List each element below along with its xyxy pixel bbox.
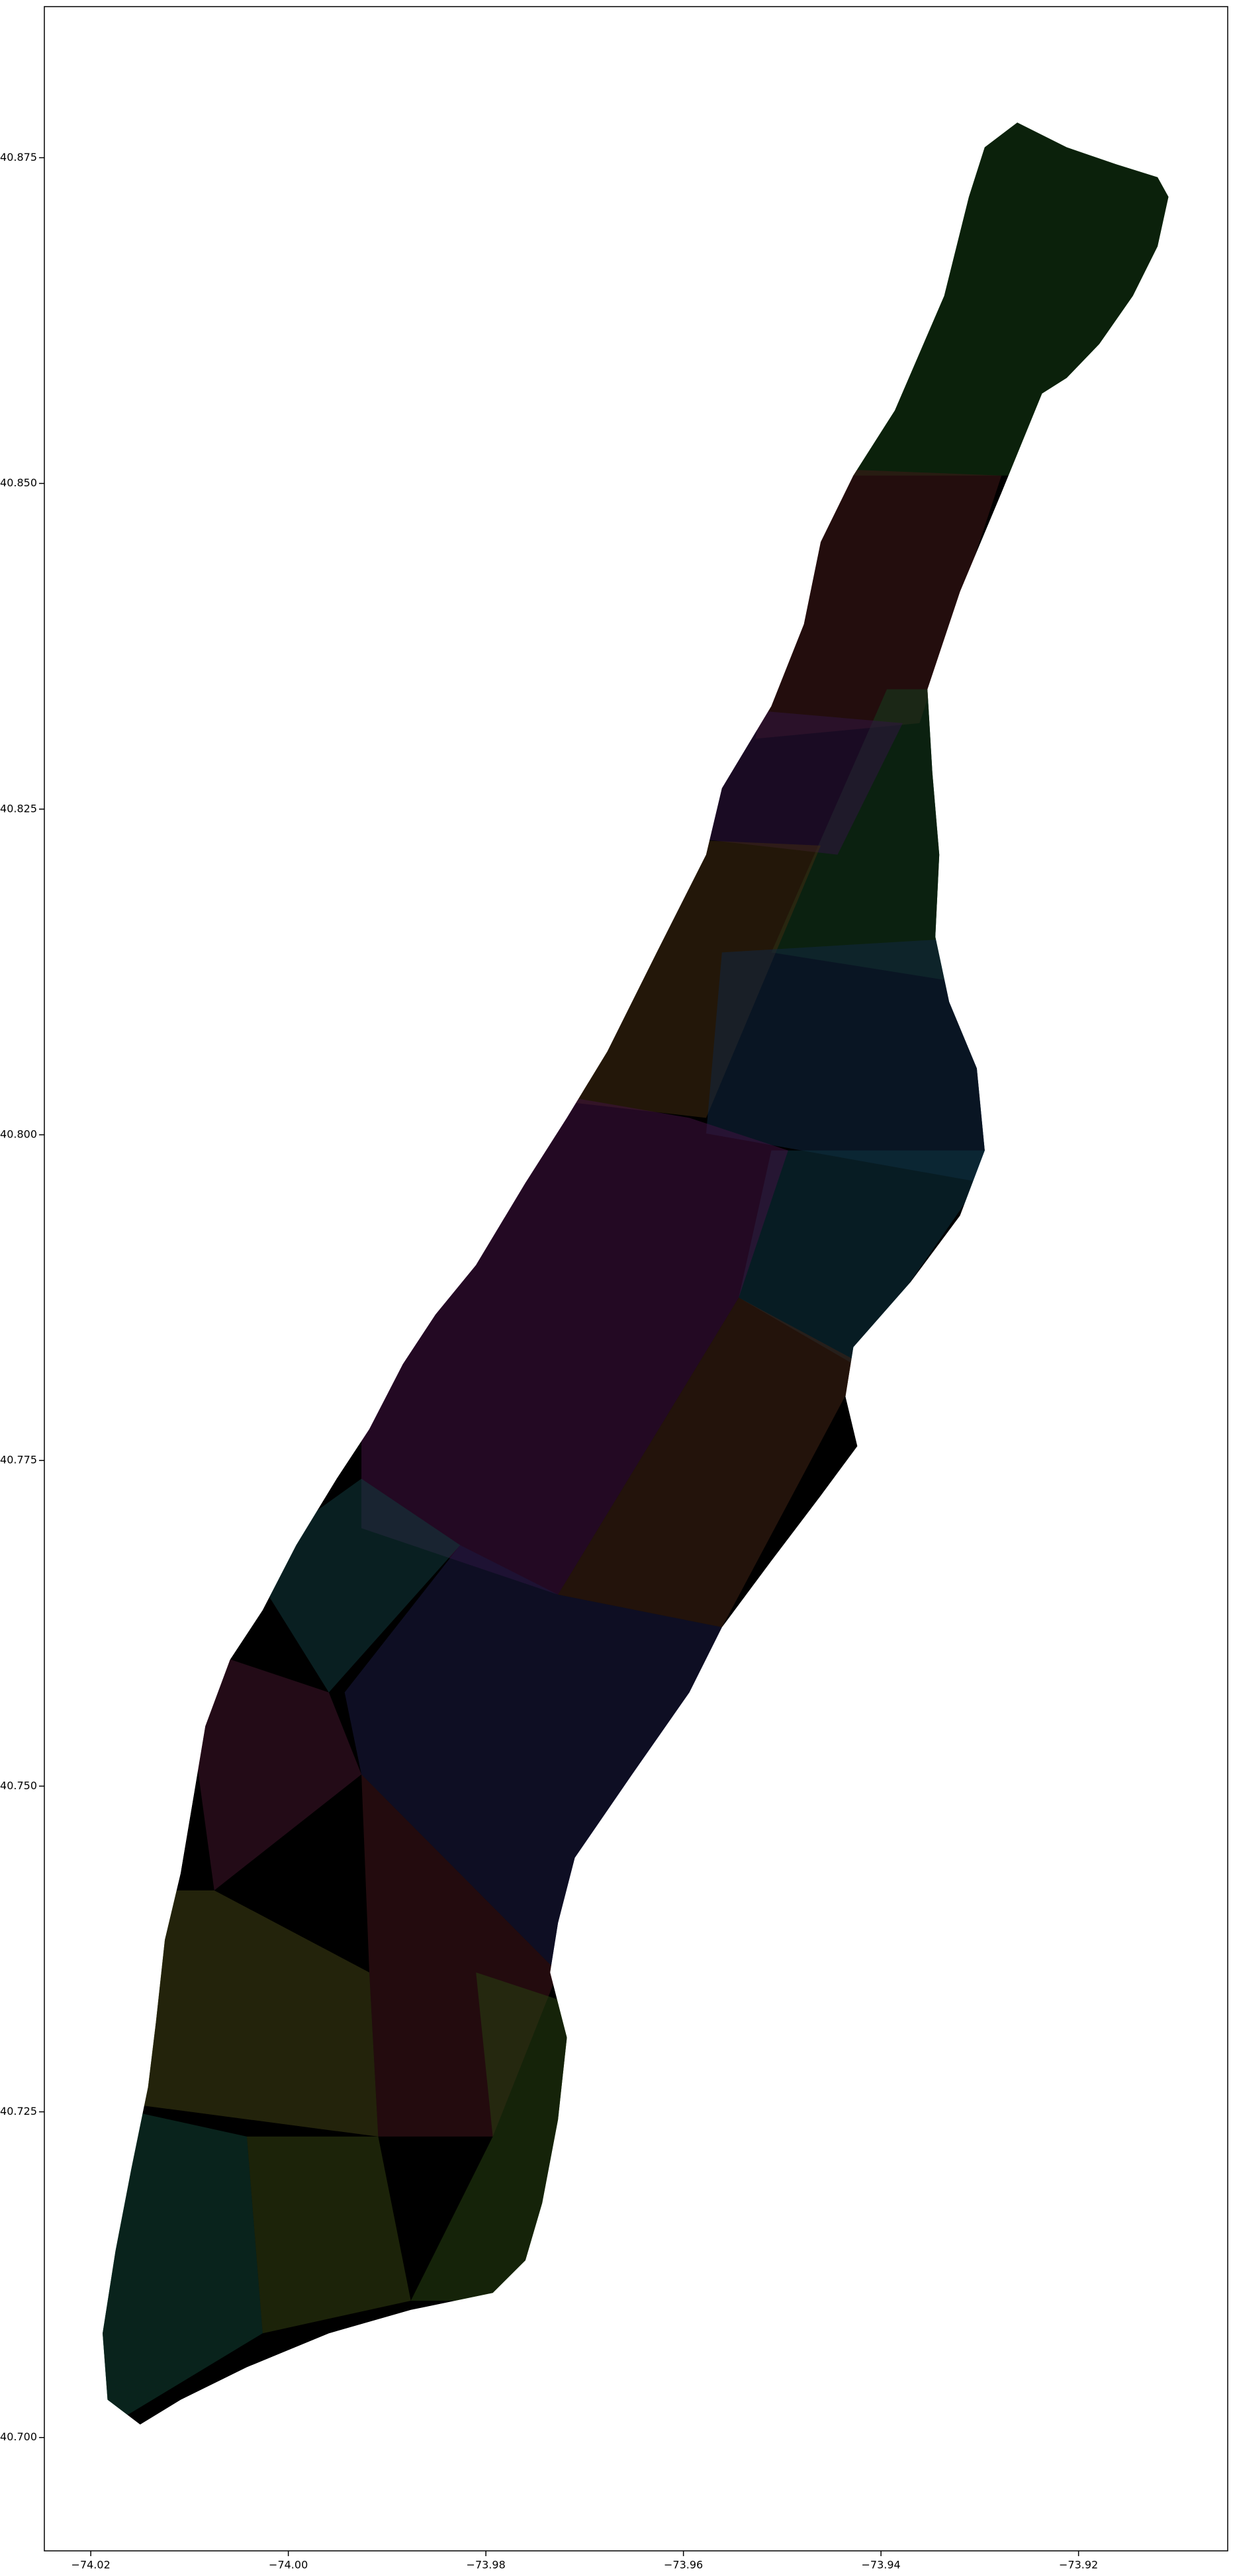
x-tick-label: −73.94 [862, 2559, 901, 2571]
y-tick-label: 40.725 [0, 2105, 37, 2117]
x-tick-label: −73.98 [467, 2559, 506, 2571]
x-tick-label: −73.96 [664, 2559, 703, 2571]
y-tick-label: 40.700 [0, 2430, 37, 2443]
y-tick-label: 40.775 [0, 1454, 37, 1466]
y-tick-label: 40.750 [0, 1779, 37, 1792]
x-tick-label: −74.02 [71, 2559, 111, 2571]
y-tick-label: 40.850 [0, 476, 37, 489]
axes-frame [44, 6, 1228, 2552]
y-tick-label: 40.800 [0, 1128, 37, 1140]
y-tick-label: 40.825 [0, 802, 37, 815]
street-network [103, 122, 1169, 2425]
x-tick-label: −74.00 [269, 2559, 308, 2571]
y-tick-label: 40.875 [0, 151, 37, 163]
x-tick-label: −73.92 [1059, 2559, 1098, 2571]
